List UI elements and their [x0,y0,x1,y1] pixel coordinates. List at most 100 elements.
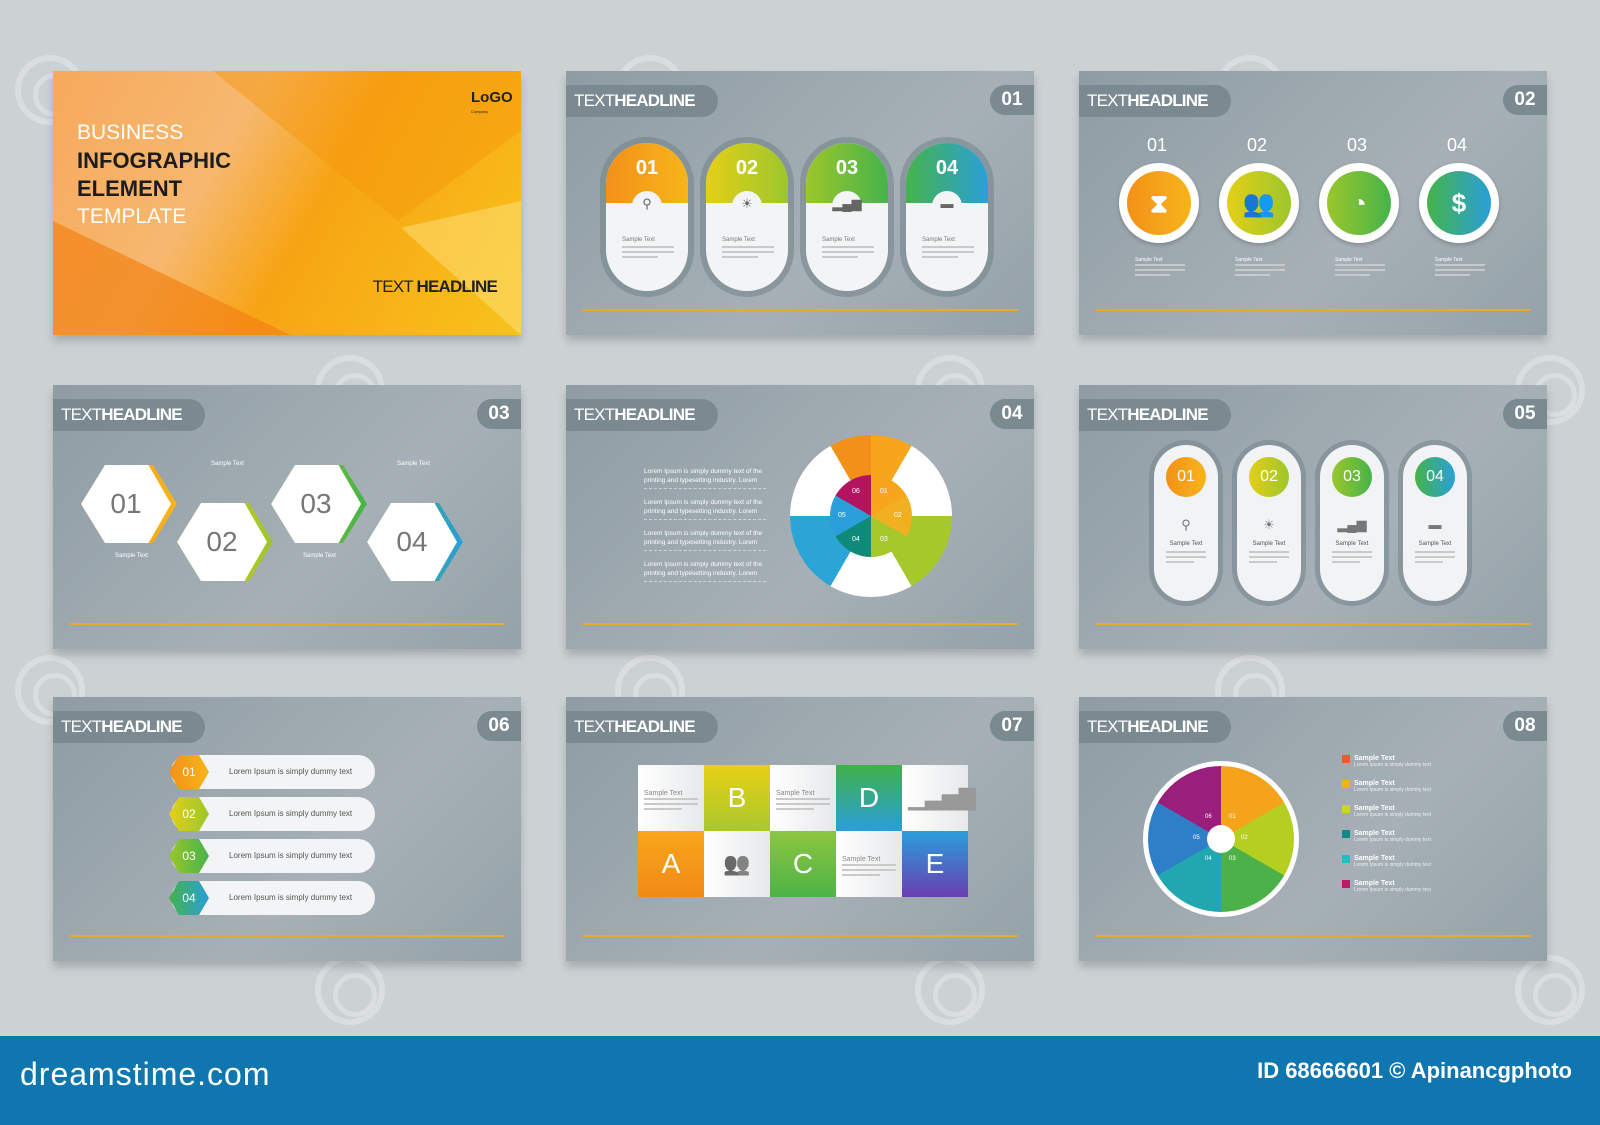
slide-03: TEXTHEADLINE 03 01 02 03 04 Sample Text Sampl… [53,385,521,649]
accent-line [582,935,1018,937]
hourglass-icon: ⧗ [1127,171,1191,235]
accent-line [582,309,1018,311]
segment-label: 02 [894,512,902,519]
headline-bold: HEADLINE [1127,91,1208,110]
hexagon-step: 03 [271,465,367,543]
list-number: 02 [169,797,209,831]
headline-light: TEXT [61,405,102,424]
watermark-spiral-icon [915,955,985,1025]
segment-label: 04 [1205,855,1212,862]
step-card: 04 ▬ Sample Text [1403,445,1467,601]
slide-number: 01 [990,85,1034,115]
step-card: 01 ⚲ Sample Text [606,143,688,291]
sample-text: Sample Text [1135,257,1163,263]
bar-chart-icon: ▂▄▆ [832,191,862,215]
segment-label: 04 [852,536,860,544]
sample-text: Sample Text [303,553,336,559]
segment-label: 03 [1229,855,1236,862]
headline-light: TEXT [1087,91,1128,110]
accent-line [582,623,1018,625]
slide-06: TEXTHEADLINE 06 Lorem Ipsum is simply dum… [53,697,521,961]
step-circle: ⧗ [1119,163,1199,243]
legend-title: Sample Text [1354,855,1395,862]
letter-cell: A [638,831,704,897]
slide-07: TEXTHEADLINE 07 Sample Text B Sample Text D ▁… [566,697,1034,961]
legend-text: Lorem Ipsum is simply dummy text [1354,762,1431,768]
segment-label: 06 [1205,814,1212,821]
step-number: 01 [81,465,171,543]
hexagon-step: 02 [177,503,273,581]
slide-number: 03 [477,399,521,429]
cover-logo: LoGO Company [471,90,513,119]
footer-brand[interactable]: dreamstime.com [20,1056,271,1092]
decor-shape [53,221,303,335]
legend-item: Sample Text Lorem Ipsum is simply dummy t… [1342,780,1431,793]
headline-bold: HEADLINE [101,717,182,736]
bar-chart-icon: ▂▄▆ [1337,517,1367,532]
legend-title: Sample Text [1354,880,1395,887]
sample-text: Sample Text [397,461,430,467]
users-icon: 👥 [723,851,751,876]
legend-text: Lorem Ipsum is simply dummy text [1354,887,1431,893]
lightbulb-icon: ☀ [732,191,762,215]
slide-headline: TEXTHEADLINE [566,711,718,743]
sample-text: Sample Text [115,553,148,559]
step-number: 02 [177,503,267,581]
accent-line [69,935,505,937]
legend-text: Lorem Ipsum is simply dummy text [1354,787,1431,793]
slide-headline: TEXTHEADLINE [1079,85,1231,117]
letter-cell: E [902,831,968,897]
headline-light: TEXT [1087,717,1128,736]
legend-text: Lorem Ipsum is simply dummy text [1354,862,1431,868]
accent-line [1095,623,1531,625]
step-card: 01 ⚲ Sample Text [1154,445,1218,601]
legend-title: Sample Text [1354,755,1395,762]
cover-title-infographic: INFOGRAPHIC [77,148,231,173]
slide-01: TEXTHEADLINE 01 01 ⚲ Sample Text 02 ☀ Sa… [566,71,1034,335]
arrow-icon [1342,780,1350,788]
watermark-spiral-icon [1515,955,1585,1025]
arrow-icon [1342,805,1350,813]
sample-text: Sample Text [922,237,955,243]
headline-light: TEXT [1087,405,1128,424]
step-card: 04 ▬ Sample Text [906,143,988,291]
grid-cell: Sample Text [770,765,836,831]
step-card: 03 ▂▄▆ Sample Text [1320,445,1384,601]
paragraph: Lorem Ipsum is simply dummy text of the … [644,498,766,520]
headline-light: TEXT [61,717,102,736]
footer-bar: dreamstime.com ID 68666601 © Apinancgpho… [0,1036,1600,1125]
step-number: 02 [1249,457,1289,497]
sample-text: Sample Text [622,237,655,243]
headline-bold: HEADLINE [614,405,695,424]
headline-bold: HEADLINE [614,91,695,110]
slide-headline: TEXTHEADLINE [1079,399,1231,431]
legend-title: Sample Text [1354,780,1395,787]
cover-headline: TEXT HEADLINE [373,277,498,297]
slide-04: TEXTHEADLINE 04 Lorem Ipsum is simply dum… [566,385,1034,649]
logo-text: LoGO [471,89,513,106]
step-circle: ◔ [1319,163,1399,243]
segment-label: 01 [1229,814,1236,821]
step-number: 04 [1415,457,1455,497]
sample-text: Sample Text [1335,257,1363,263]
search-icon: ⚲ [632,191,662,215]
headline-bold: HEADLINE [1127,717,1208,736]
legend-item: Sample Text Lorem Ipsum is simply dummy t… [1342,830,1431,843]
arrow-icon [1342,830,1350,838]
segment-label: 02 [1241,835,1248,841]
slide-02: TEXTHEADLINE 02 01 ⧗ Sample Text 02 👥 Samp… [1079,71,1547,335]
sample-text: Sample Text [1435,257,1463,263]
sample-text: Sample Text [211,461,244,467]
legend-item: Sample Text Lorem Ipsum is simply dummy t… [1342,805,1431,818]
headline-bold: HEADLINE [1127,405,1208,424]
accent-line [69,623,505,625]
slide-headline: TEXTHEADLINE [53,711,205,743]
growth-chart-icon: ▁▃▅▇ [908,785,976,810]
chat-icon: ▬ [932,191,962,215]
sample-text: Sample Text [1169,541,1203,547]
segment-label: 01 [880,487,888,495]
sample-text: Sample Text [1335,541,1369,547]
step-number: 03 [1347,135,1368,155]
step-number: 01 [1147,135,1168,155]
cover-slide: BUSINESS INFOGRAPHIC ELEMENT TEMPLATE Lo… [53,71,521,335]
